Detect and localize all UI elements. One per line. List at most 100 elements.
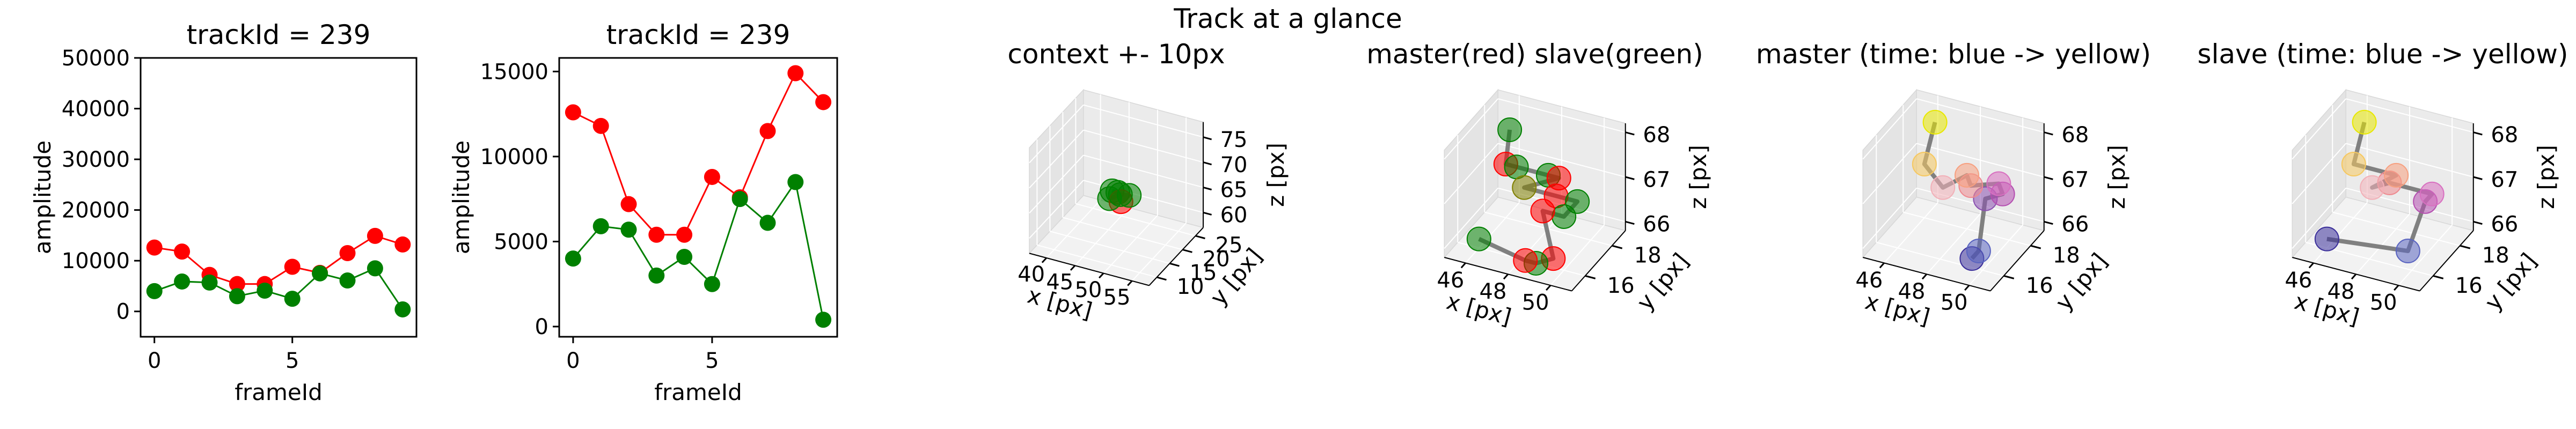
series-2-point <box>367 260 383 277</box>
scatter3d-chart-2: master(red) slave(green) 46 48 50 16 18 66 67 68… <box>1366 39 1711 330</box>
z-axis-label: z [px] <box>2104 145 2130 209</box>
series-1-point <box>815 94 832 110</box>
y-tick <box>1169 262 1180 267</box>
grid-line <box>1103 214 1158 274</box>
grid-line <box>2292 98 2346 160</box>
scatter-point <box>1466 226 1491 252</box>
grid-line <box>1926 213 1981 275</box>
series-1-point <box>676 226 693 243</box>
z-tick <box>2473 131 2483 136</box>
y-axis-line <box>1148 227 1204 286</box>
grid-line <box>2355 213 2410 275</box>
grid-line <box>1444 188 1498 249</box>
x-tick-label: 50 <box>1941 291 1968 315</box>
line-chart-2: trackId = 239 0 5 0 5000 10000 15000 frameId amp… <box>448 19 838 405</box>
z-tick-label: 70 <box>1220 153 1248 177</box>
z-tick <box>1625 220 1635 225</box>
grid-line <box>1029 105 1084 164</box>
z-tick-label: 75 <box>1220 128 1248 152</box>
figure-suptitle: Track at a glance <box>1173 3 1402 34</box>
series-2-point <box>284 291 301 307</box>
x-tick-label: 50 <box>1074 278 1102 302</box>
grid-line <box>2345 98 2474 133</box>
plot-frame <box>558 57 838 338</box>
x-tick-label: 50 <box>1522 291 1549 315</box>
grid-line <box>2345 143 2474 177</box>
z-tick-label: 60 <box>1220 203 1248 227</box>
side-pane <box>1029 88 1084 255</box>
grid-line <box>1444 98 1498 160</box>
line-chart-1: trackId = 239 0 5 0 10000 20000 30000 40000 5000… <box>30 19 418 405</box>
grid-line <box>1029 129 1084 189</box>
y-tick-label: 30000 <box>62 147 130 172</box>
grid-line <box>2292 143 2346 204</box>
series-2-point <box>676 248 693 265</box>
y-tick-label: 16 <box>2455 273 2483 298</box>
series-2-point <box>592 218 609 234</box>
scatter-point <box>1512 175 1537 200</box>
scatter-point <box>1513 248 1538 273</box>
series-line-2 <box>154 267 404 310</box>
x-tick <box>2351 273 2357 280</box>
y-tick-label: 10000 <box>480 145 548 169</box>
series-2-point <box>731 191 748 208</box>
grid-line <box>1075 203 1196 236</box>
y-tick-label: 18 <box>2053 243 2080 268</box>
x-tick-label: 50 <box>2370 291 2397 315</box>
series-1-point <box>284 258 301 275</box>
x-tick <box>1503 273 1509 280</box>
x-tick <box>1041 257 1047 263</box>
scatter-point <box>1552 204 1577 229</box>
x-axis-label: frameId <box>235 379 323 405</box>
z-tick-label: 68 <box>2061 123 2089 147</box>
grid-line <box>1902 211 2031 247</box>
grid-line <box>1876 241 2004 277</box>
chart-title: context +- 10px <box>1007 39 1225 70</box>
y-tick-label: 20000 <box>62 198 130 223</box>
grid-line <box>1050 231 1170 264</box>
scatter-point <box>1986 171 2011 196</box>
z-tick-label: 65 <box>1220 178 1248 203</box>
z-axis-label: z [px] <box>1263 143 1289 207</box>
series-2-point <box>759 214 776 231</box>
scatter-point <box>2360 175 2385 200</box>
series-2-point <box>312 265 328 282</box>
x-axis-line <box>1029 253 1150 286</box>
scatter-point <box>2419 181 2445 206</box>
grid-line <box>1968 224 2023 286</box>
series-2-point <box>648 267 665 284</box>
scatter-point <box>2352 109 2377 135</box>
grid-line <box>1131 223 1187 282</box>
y-tick-label: 15000 <box>480 60 548 84</box>
x-tick-label: 48 <box>1480 279 1507 304</box>
scatter3d-chart-4: slave (time: blue -> yellow) 46 48 50 16 18 66… <box>2198 39 2568 330</box>
scatter-point <box>2341 152 2366 177</box>
series-line-1 <box>154 235 403 285</box>
series-2-point <box>174 273 191 290</box>
x-tick-label: 5 <box>286 349 299 373</box>
y-tick-label: 40000 <box>62 97 130 122</box>
grid-line <box>1916 98 2045 133</box>
z-tick-label: 67 <box>2061 167 2089 192</box>
grid-line <box>1083 129 1204 163</box>
y-tick-label: 16 <box>1607 273 1635 298</box>
series-2-point <box>620 221 637 238</box>
z-tick-label: 68 <box>1643 123 1670 147</box>
y-tick <box>2003 275 2015 279</box>
z-tick-label: 67 <box>1643 167 1670 192</box>
y-tick-label: 18 <box>2482 243 2509 268</box>
z-tick-label: 67 <box>2491 167 2518 192</box>
grid-line <box>1916 143 2045 177</box>
grid-line <box>2313 202 2368 264</box>
grid-line <box>1465 202 1520 264</box>
series-1-point <box>704 168 720 185</box>
series-1-point <box>620 196 637 212</box>
series-2-point <box>815 312 832 328</box>
grid-line <box>2292 188 2346 249</box>
z-tick-label: 66 <box>1643 212 1670 237</box>
grid-line <box>1037 245 1157 278</box>
chart-title: master (time: blue -> yellow) <box>1756 39 2151 70</box>
series-1-point <box>229 276 245 292</box>
scatter-point <box>1504 154 1529 180</box>
